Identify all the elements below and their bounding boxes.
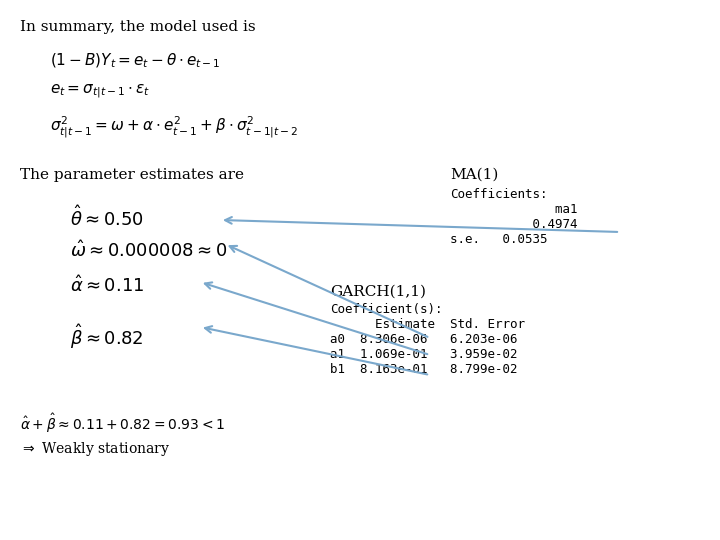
Text: $e_t = \sigma_{t|t-1} \cdot \varepsilon_t$: $e_t = \sigma_{t|t-1} \cdot \varepsilon_… — [50, 82, 150, 100]
Text: Coefficient(s):
      Estimate  Std. Error
a0  8.306e-06   6.203e-06
a1  1.069e-: Coefficient(s): Estimate Std. Error a0 8… — [330, 303, 525, 376]
Text: Coefficients:
              ma1
           0.4974
s.e.   0.0535: Coefficients: ma1 0.4974 s.e. 0.0535 — [450, 188, 577, 246]
Text: $\hat{\alpha} \approx 0.11$: $\hat{\alpha} \approx 0.11$ — [70, 275, 144, 296]
Text: MA(1): MA(1) — [450, 168, 498, 182]
Text: $\sigma^2_{t|t-1} = \omega + \alpha \cdot e^2_{t-1} + \beta \cdot \sigma^2_{t-1|: $\sigma^2_{t|t-1} = \omega + \alpha \cdo… — [50, 115, 299, 140]
Text: $\hat{\beta} \approx 0.82$: $\hat{\beta} \approx 0.82$ — [70, 322, 143, 351]
Text: $(1-B)Y_t = e_t - \theta \cdot e_{t-1}$: $(1-B)Y_t = e_t - \theta \cdot e_{t-1}$ — [50, 52, 221, 70]
Text: GARCH(1,1): GARCH(1,1) — [330, 285, 426, 299]
Text: $\Rightarrow$ Weakly stationary: $\Rightarrow$ Weakly stationary — [20, 440, 171, 458]
Text: $\hat{\theta} \approx 0.50$: $\hat{\theta} \approx 0.50$ — [70, 205, 144, 229]
Text: The parameter estimates are: The parameter estimates are — [20, 168, 244, 182]
Text: In summary, the model used is: In summary, the model used is — [20, 20, 256, 34]
Text: $\hat{\alpha} + \hat{\beta} \approx 0.11 + 0.82 = 0.93 < 1$: $\hat{\alpha} + \hat{\beta} \approx 0.11… — [20, 412, 225, 435]
Text: $\hat{\omega} \approx 0.000008 \approx 0$: $\hat{\omega} \approx 0.000008 \approx 0… — [70, 240, 228, 261]
